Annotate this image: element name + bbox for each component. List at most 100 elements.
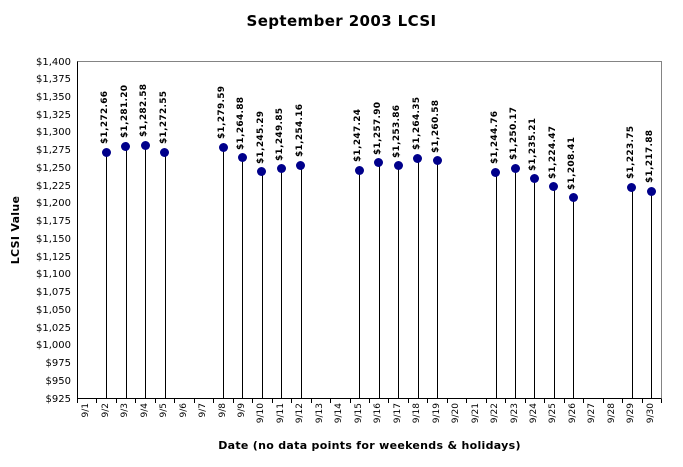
x-tick-label: 9/22 <box>490 403 501 424</box>
x-tick-mark <box>642 399 643 403</box>
data-point-label: $1,260.58 <box>431 99 442 153</box>
x-tick-label: 9/8 <box>217 403 228 418</box>
data-point-label: $1,224.47 <box>547 125 558 179</box>
x-tick-label: 9/1 <box>81 403 92 418</box>
x-tick-mark <box>116 399 117 403</box>
y-tick-label: $950 <box>45 375 71 387</box>
x-tick-label: 9/10 <box>256 403 267 424</box>
x-tick-mark <box>427 399 428 403</box>
y-tick-label: $1,200 <box>36 198 71 210</box>
x-tick-label: 9/26 <box>567 403 578 424</box>
y-tick-label: $1,275 <box>36 145 71 157</box>
x-tick-mark <box>194 399 195 403</box>
x-tick-label: 9/20 <box>451 403 462 424</box>
drop-line <box>165 152 166 399</box>
drop-line <box>359 170 360 399</box>
drop-line <box>145 145 146 399</box>
x-tick-mark <box>350 399 351 403</box>
y-tick-label: $1,375 <box>36 74 71 86</box>
data-point-label: $1,254.16 <box>294 104 305 158</box>
data-point-marker <box>646 186 656 196</box>
y-tick-label: $1,175 <box>36 216 71 228</box>
x-tick-mark <box>388 399 389 403</box>
x-tick-mark <box>603 399 604 403</box>
drop-line <box>281 168 282 399</box>
drop-line <box>301 165 302 399</box>
data-point-marker <box>121 141 131 151</box>
x-tick-mark <box>408 399 409 403</box>
x-tick-label: 9/4 <box>139 403 150 418</box>
drop-line <box>379 162 380 399</box>
x-tick-label: 9/29 <box>626 403 637 424</box>
drop-line <box>496 172 497 399</box>
x-tick-mark <box>252 399 253 403</box>
x-tick-mark <box>330 399 331 403</box>
data-point-label: $1,272.66 <box>100 90 111 145</box>
data-point-label: $1,247.24 <box>353 109 364 163</box>
y-tick-label: $1,225 <box>36 180 71 192</box>
x-tick-label: 9/11 <box>275 403 286 424</box>
drop-line <box>223 147 224 399</box>
data-point-label: $1,249.85 <box>275 107 286 161</box>
drop-line <box>126 146 127 399</box>
drop-line <box>437 160 438 399</box>
x-tick-mark <box>525 399 526 403</box>
x-tick-mark <box>272 399 273 403</box>
x-tick-label: 9/5 <box>159 403 170 418</box>
x-tick-label: 9/27 <box>587 403 598 424</box>
y-tick-label: $925 <box>45 393 71 405</box>
x-tick-mark <box>369 399 370 403</box>
data-point-marker <box>257 167 267 177</box>
data-point-marker <box>374 158 384 168</box>
y-tick-label: $1,050 <box>36 304 71 316</box>
drop-line <box>554 186 555 399</box>
y-tick-label: $1,100 <box>36 269 71 281</box>
x-tick-label: 9/13 <box>314 403 325 424</box>
drop-line <box>418 158 419 399</box>
data-point-label: $1,208.41 <box>567 136 578 190</box>
data-point-marker <box>276 164 286 174</box>
data-point-marker <box>549 182 559 192</box>
drop-line <box>242 157 243 399</box>
y-tick-label: $1,400 <box>36 56 71 68</box>
x-tick-mark <box>77 399 78 403</box>
data-point-label: $1,253.86 <box>392 104 403 158</box>
data-point-label: $1,264.88 <box>236 96 247 150</box>
x-tick-label: 9/12 <box>295 403 306 424</box>
data-point-label: $1,272.55 <box>158 91 169 145</box>
data-point-marker <box>413 153 423 163</box>
x-tick-label: 9/6 <box>178 403 189 418</box>
x-tick-label: 9/9 <box>236 403 247 418</box>
data-point-label: $1,257.90 <box>372 101 383 155</box>
data-point-marker <box>491 167 501 177</box>
drop-line <box>651 191 652 399</box>
x-tick-label: 9/24 <box>528 403 539 424</box>
data-point-label: $1,235.21 <box>528 117 539 171</box>
y-tick-label: $1,000 <box>36 340 71 352</box>
x-tick-mark <box>505 399 506 403</box>
drop-line <box>398 165 399 399</box>
data-point-marker <box>393 161 403 171</box>
data-point-marker <box>218 142 228 152</box>
x-tick-mark <box>96 399 97 403</box>
x-tick-label: 9/18 <box>412 403 423 424</box>
x-tick-mark <box>311 399 312 403</box>
y-tick-label: $1,300 <box>36 127 71 139</box>
x-tick-label: 9/21 <box>470 403 481 424</box>
data-point-marker <box>568 193 578 203</box>
data-point-label: $1,279.59 <box>217 86 227 140</box>
x-tick-label: 9/16 <box>373 403 384 424</box>
data-point-label: $1,281.20 <box>119 84 130 139</box>
y-tick-label: $975 <box>45 358 71 370</box>
data-point-label: $1,245.29 <box>255 110 266 164</box>
x-tick-label: 9/14 <box>334 403 345 424</box>
drop-line <box>573 197 574 399</box>
drop-line <box>534 178 535 399</box>
y-tick-label: $1,075 <box>36 287 71 299</box>
x-tick-label: 9/23 <box>509 403 520 424</box>
data-point-marker <box>101 147 111 157</box>
y-tick-label: $1,150 <box>36 233 71 245</box>
x-tick-mark <box>174 399 175 403</box>
data-point-marker <box>160 147 170 157</box>
y-tick-label: $1,025 <box>36 322 71 334</box>
